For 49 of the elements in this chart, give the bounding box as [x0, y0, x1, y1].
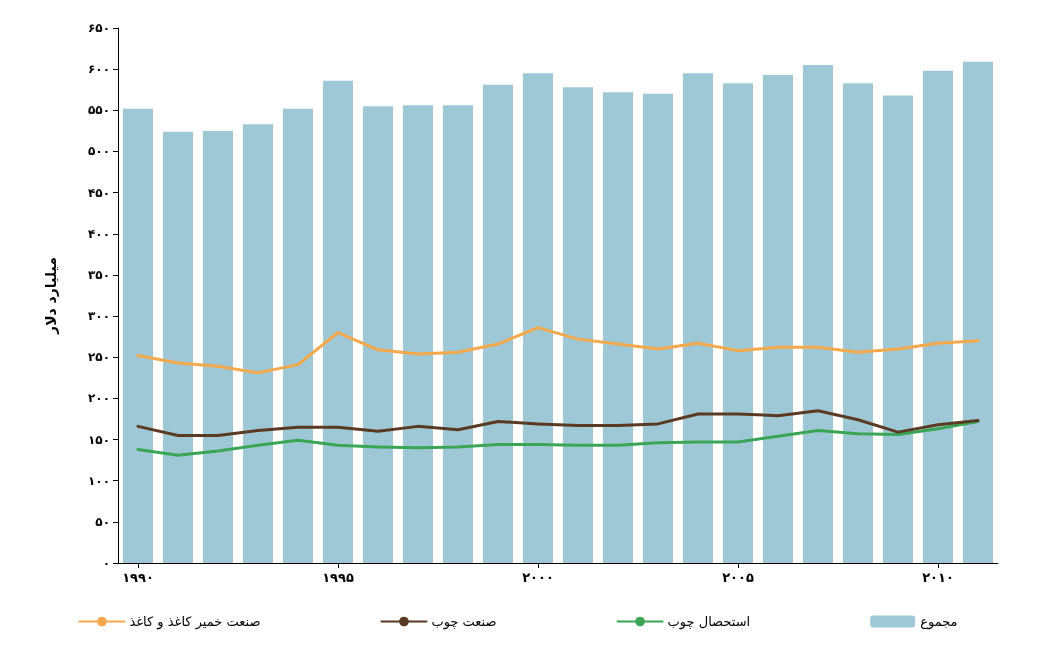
y-tick-label: ۱۰۰: [88, 473, 110, 488]
bar: [123, 108, 153, 563]
bar: [963, 61, 993, 563]
y-tick-label: ۴۰۰: [88, 226, 110, 241]
y-axis-title: میلیارد دلار: [43, 257, 59, 335]
bar: [283, 108, 313, 563]
bar: [363, 106, 393, 563]
x-tick-label: ۲۰۰۰: [522, 570, 554, 585]
bar: [723, 83, 753, 563]
bar: [163, 131, 193, 563]
bar: [523, 73, 553, 563]
bar: [243, 124, 273, 563]
line-series: [136, 419, 980, 457]
bar: [763, 74, 793, 563]
bar: [803, 65, 833, 563]
legend-label: صنعت خمیر کاغذ و کاغذ: [129, 614, 261, 630]
bar: [883, 95, 913, 563]
y-tick-label: ۲۵۰: [88, 350, 110, 365]
y-tick-label: ۰: [102, 556, 110, 570]
x-tick-label: ۲۰۱۰: [922, 570, 954, 585]
x-tick-label: ۱۹۹۵: [322, 570, 354, 585]
y-tick-label: ۳۰۰: [88, 309, 110, 324]
x-tick-label: ۱۹۹۰: [122, 570, 154, 585]
y-tick-label: ۴۵۰: [88, 185, 110, 200]
bar: [603, 92, 633, 563]
y-tick-label: ۳۵۰: [88, 267, 110, 282]
y-tick-label: ۱۵۰: [88, 432, 110, 447]
y-tick-label: ۵۰: [95, 514, 110, 529]
x-tick-label: ۲۰۰۵: [722, 570, 754, 585]
bar: [643, 93, 673, 563]
legend-label: استحصال چوب: [667, 614, 751, 630]
y-tick-label: ۲۰۰: [88, 391, 110, 406]
bar: [203, 130, 233, 563]
bar: [443, 105, 473, 563]
line-series: [136, 409, 980, 437]
bar: [563, 87, 593, 563]
y-tick-label: ۶۰۰: [88, 62, 110, 77]
bar: [923, 70, 953, 563]
bar: [403, 105, 433, 563]
y-tick-label: ۶۵۰: [88, 21, 110, 35]
bar: [843, 83, 873, 563]
y-tick-label: ۵۰۰: [88, 144, 110, 159]
y-tick-label: ۵۵۰: [88, 103, 110, 118]
bar: [483, 84, 513, 563]
bar: [683, 73, 713, 563]
line-series: [136, 326, 980, 375]
legend-label: صنعت چوب: [431, 614, 497, 630]
bar: [323, 80, 353, 563]
legend-label: مجموع: [920, 614, 958, 630]
